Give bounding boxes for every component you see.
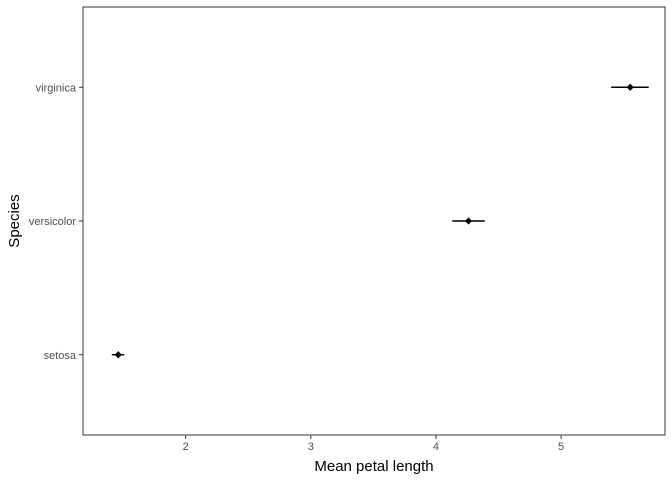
x-tick-label: 2 [183,441,189,453]
y-tick-label: setosa [44,350,77,362]
x-axis-title: Mean petal length [314,458,433,475]
y-tick-label: versicolor [29,216,76,228]
x-axis: 2 3 4 5 [183,435,564,453]
data-marks [111,83,649,359]
x-tick-label: 5 [558,441,564,453]
point-versicolor [464,217,473,225]
x-tick-label: 3 [308,441,314,453]
y-axis-title: Species [6,194,23,247]
y-axis: setosa versicolor virginica [29,82,83,362]
point-virginica [626,83,634,91]
y-tick-label: virginica [36,82,77,94]
plot-panel [82,6,666,436]
x-tick-label: 4 [433,441,439,453]
point-setosa [114,351,122,359]
